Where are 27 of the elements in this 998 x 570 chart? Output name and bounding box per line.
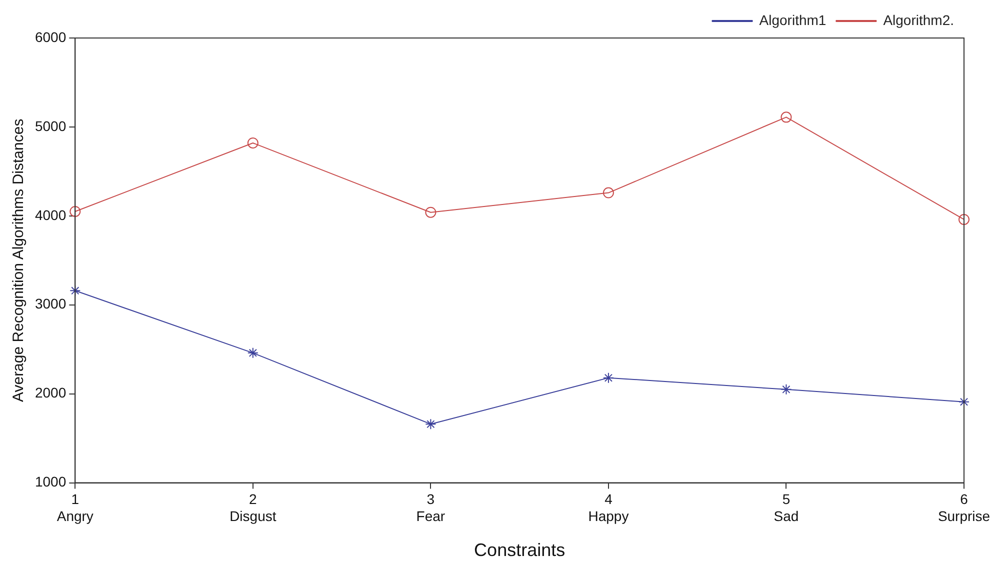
point [958, 214, 970, 225]
x-tick-label: 4 Happy [588, 491, 629, 524]
y-tick-label: 3000 [34, 296, 66, 312]
y-tick-label: 1000 [34, 474, 66, 490]
point [780, 384, 792, 395]
x-tick-label: 2 Disgust [230, 491, 276, 524]
x-tick-label: 1 Angry [56, 491, 94, 524]
y-tick-label: 2000 [34, 384, 66, 401]
point [247, 347, 258, 358]
point [70, 206, 81, 217]
point [780, 112, 792, 123]
legend-label: Algorithm1 [759, 12, 826, 28]
point [425, 206, 436, 218]
point [425, 418, 436, 430]
y-tick-label: 6000 [34, 28, 66, 45]
x-axis-title: Constraints [474, 540, 566, 560]
y-tick-label: 4000 [34, 206, 66, 223]
y-axis-title: Average Recognition Algorithms Distances [10, 118, 28, 402]
x-tick-label: 3 Fear [416, 491, 446, 524]
point [247, 137, 258, 148]
y-tick-label: 5000 [34, 118, 66, 134]
point [602, 372, 614, 384]
point [602, 187, 614, 198]
x-tick-label: 5 Sad [774, 491, 799, 524]
legend-label: Algorithm2. [883, 12, 954, 28]
point [70, 285, 81, 296]
x-tick-label: 6 Surprise [938, 491, 990, 524]
